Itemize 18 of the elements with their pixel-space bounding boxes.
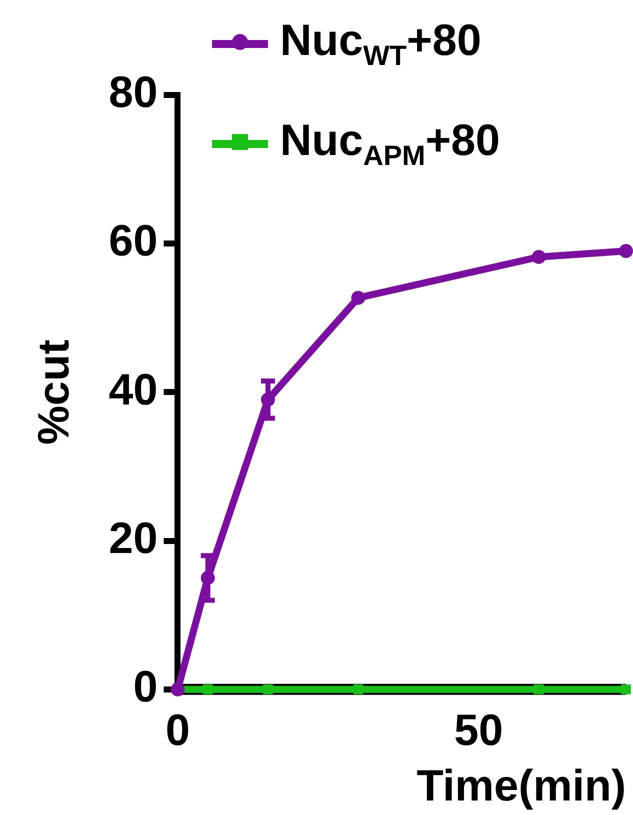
y-tick-label: 60 xyxy=(108,216,158,266)
point xyxy=(351,290,366,305)
point xyxy=(532,250,546,264)
y-tick-label: 40 xyxy=(108,365,158,414)
point xyxy=(263,684,273,694)
legend-label: Nuc$_{APM}$+80 xyxy=(280,116,500,172)
point xyxy=(619,244,633,258)
point xyxy=(621,684,631,694)
y-tick-label: 0 xyxy=(133,662,158,712)
y-axis-title: %cut xyxy=(30,339,79,445)
legend-label: Nuc$_{WT}$+80 xyxy=(280,16,482,72)
y-tick-label: 20 xyxy=(108,514,158,563)
x-axis-title: Time(min) xyxy=(416,762,626,811)
point xyxy=(353,684,364,694)
y-tick-label: 80 xyxy=(108,68,158,118)
point xyxy=(202,684,213,694)
x-tick-label: 50 xyxy=(454,706,504,755)
point xyxy=(534,684,544,694)
